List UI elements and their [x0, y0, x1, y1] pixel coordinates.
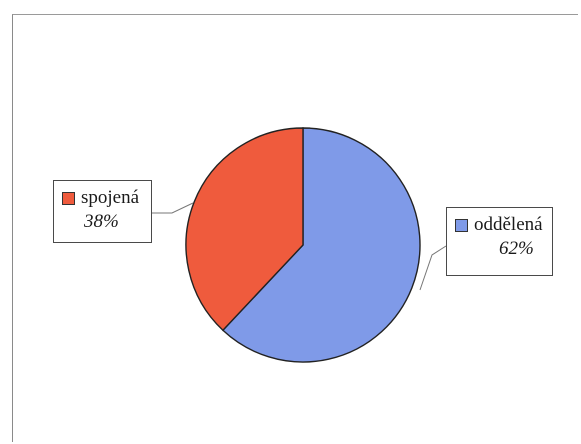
- pie-slice-oddelena: [221, 127, 421, 363]
- leader-line-spojena: [152, 202, 194, 214]
- leader-line-oddelena: [419, 245, 447, 291]
- slice-percent-oddelena: 62%: [499, 238, 534, 259]
- slice-percent-spojena: 38%: [84, 211, 119, 232]
- data-label-oddelena: oddělená 62%: [446, 207, 553, 276]
- legend-swatch-spojena: [62, 191, 75, 205]
- pie-slice-spojena: [185, 127, 304, 332]
- data-label-spojena: spojená 38%: [53, 180, 152, 243]
- legend-swatch-oddelena: [455, 218, 468, 232]
- slice-label-spojena: spojená: [81, 187, 140, 208]
- slice-label-oddelena: oddělená: [474, 214, 543, 235]
